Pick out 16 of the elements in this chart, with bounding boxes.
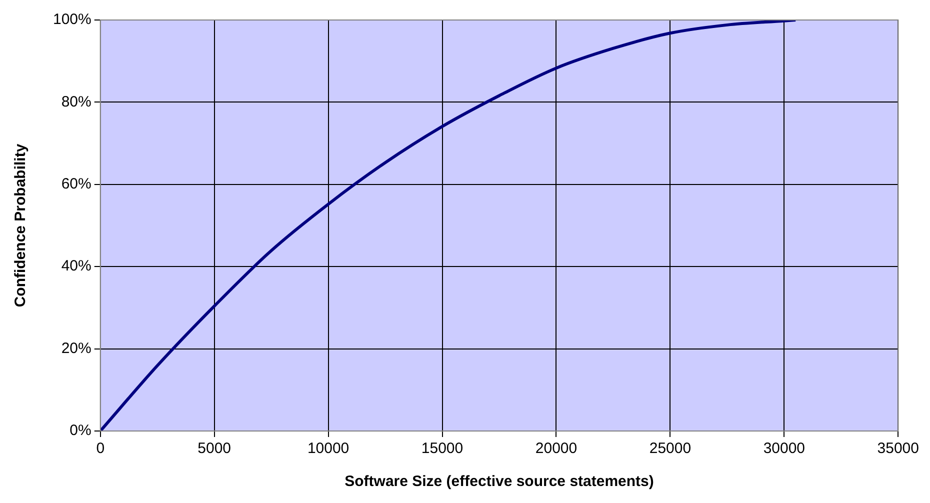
- y-tick-label: 60%: [61, 176, 92, 193]
- y-tick-label: 0%: [70, 422, 92, 440]
- x-tick-label: 25000: [649, 440, 692, 458]
- y-tick-label: 80%: [61, 93, 92, 110]
- x-tick-label: 35000: [877, 440, 920, 458]
- y-tick-label: 100%: [52, 11, 92, 28]
- y-axis-title: Confidence Probability: [12, 143, 30, 308]
- y-tick-label: 20%: [61, 340, 92, 357]
- x-tick-label: 30000: [763, 440, 806, 458]
- x-tick-label: 20000: [535, 440, 578, 458]
- x-axis-title: Software Size (effective source statements): [344, 473, 654, 490]
- y-tick-label: 40%: [61, 258, 92, 275]
- x-tick-label: 0: [96, 440, 105, 458]
- x-tick-label: 10000: [307, 440, 350, 458]
- x-tick-label: 15000: [421, 440, 464, 458]
- x-tick-label: 5000: [198, 440, 232, 458]
